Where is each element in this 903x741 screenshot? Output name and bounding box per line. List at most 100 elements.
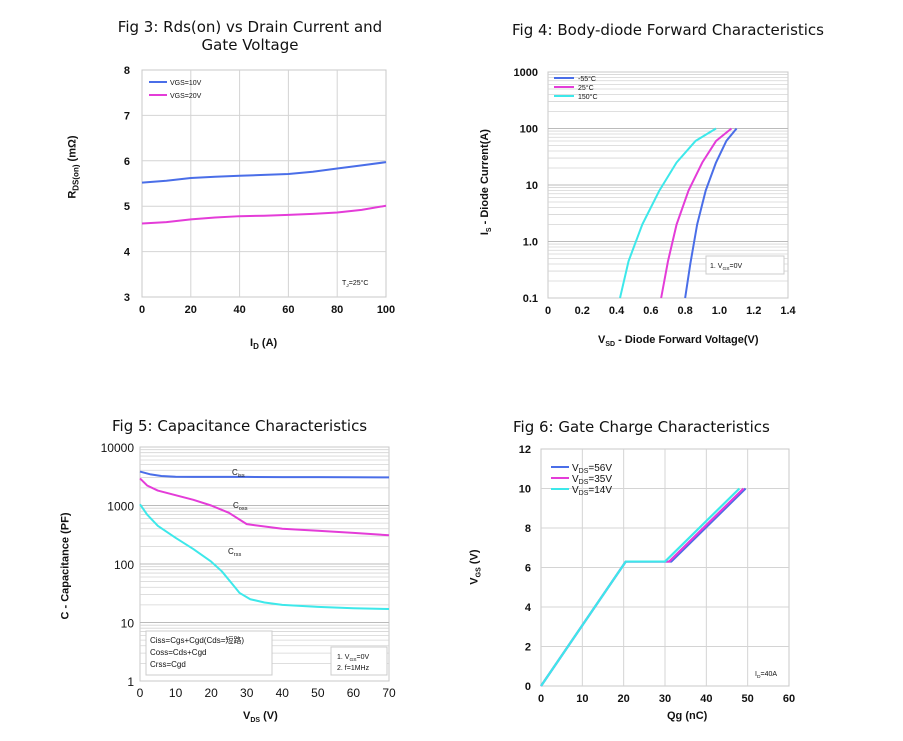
fig5-title: Fig 5: Capacitance Characteristics [112, 417, 368, 435]
fig6-annotation: ID=40A [755, 671, 777, 680]
fig3-ytick-label: 3 [124, 292, 130, 304]
fig4-xtick-label: 1.4 [780, 305, 796, 317]
fig5-xtick-label: 50 [311, 686, 325, 700]
fig6-legend-label: VDS=56V [572, 463, 612, 475]
fig5-xtick-label: 70 [382, 686, 396, 700]
fig3-chart: 0 20 40 60 80 100 3 4 5 6 7 8 VGS=10V VGS=20V TJ=25°C [124, 65, 395, 316]
fig4-legend-label: 150°C [578, 93, 598, 101]
fig5-ytick-label: 1000 [107, 500, 134, 514]
fig5-ytick-label: 1 [127, 675, 134, 689]
fig4-xlabel: VSD - Diode Forward Voltage(V) [598, 334, 759, 349]
fig4-ytick-label: 10 [526, 180, 538, 192]
fig4-xtick-label: 0.8 [677, 305, 692, 317]
fig5-ytick-label: 100 [114, 558, 134, 572]
fig5-ylabel: C - Capacitance (PF) [59, 512, 72, 620]
fig5-curve-label: Coss [233, 501, 248, 512]
fig3-legend-label: VGS=10V [170, 80, 202, 87]
fig4-title: Fig 4: Body-diode Forward Characteristic… [512, 21, 824, 39]
fig5-series-line-ciss [139, 470, 390, 479]
fig5-formula-line: Crss=Cgd [150, 660, 186, 669]
fig3-series-line-vgs10 [141, 161, 387, 184]
fig3-ytick-label: 6 [124, 156, 130, 168]
fig6-title: Fig 6: Gate Charge Characteristics [513, 418, 770, 436]
fig6-legend-label: VDS=14V [572, 485, 612, 497]
fig5-formula-line: Ciss=Cgs+Cgd(Cds=短路) [150, 635, 244, 645]
fig6-xtick-label: 50 [742, 693, 754, 705]
fig3-ytick-label: 4 [124, 247, 131, 259]
fig5-note-line: 2. f=1MHz [337, 665, 370, 672]
fig4-xtick-label: 0 [545, 305, 551, 317]
fig5-formula-line: Coss=Cds+Cgd [150, 648, 206, 657]
fig5-series-line-coss [139, 477, 390, 537]
fig6-ytick-label: 0 [525, 681, 531, 693]
fig4-ytick-label: 1.0 [523, 237, 538, 249]
fig3-xtick-label: 0 [139, 304, 145, 316]
fig6-ytick-label: 6 [525, 563, 531, 575]
fig4-series-line [684, 127, 738, 299]
fig4-xtick-label: 0.2 [575, 305, 590, 317]
fig6-xtick-label: 40 [700, 693, 712, 705]
fig3-series-line-vgs20 [141, 204, 387, 225]
fig4-legend-label: 25°C [578, 84, 594, 92]
fig6-xlabel: Qg (nC) [667, 710, 708, 722]
fig3-ytick-label: 7 [124, 110, 130, 122]
fig6-series-line [540, 487, 741, 687]
fig3-xtick-label: 80 [331, 304, 343, 316]
fig5-ytick-label: 10000 [101, 441, 135, 455]
fig6-xtick-label: 20 [618, 693, 630, 705]
fig5-xtick-label: 60 [347, 686, 361, 700]
fig4-legend-label: -55°C [578, 75, 596, 83]
fig6-xtick-label: 30 [659, 693, 671, 705]
fig5-note-line: 1. VGS=0V [337, 654, 370, 663]
fig6-ytick-label: 4 [525, 602, 532, 614]
fig3-annotation: TJ=25°C [342, 279, 368, 289]
fig3-ylabel: RDS(on) (mΩ) [66, 135, 81, 199]
fig5-ytick-label: 10 [121, 617, 135, 631]
fig4-xtick-label: 1.0 [712, 305, 727, 317]
fig5-xtick-label: 40 [276, 686, 290, 700]
fig3-title-line2: Gate Voltage [201, 36, 299, 54]
fig6-ylabel: VGS (V) [468, 549, 483, 585]
fig5-formula-box [145, 630, 273, 676]
fig6-ytick-label: 10 [519, 484, 531, 496]
fig6-ytick-label: 12 [519, 444, 531, 456]
fig4-ytick-label: 1000 [514, 67, 538, 79]
fig4-annotation-box [705, 255, 785, 275]
fig3-xlabel: ID (A) [250, 337, 278, 352]
fig5-xlabel: VDS (V) [243, 710, 278, 725]
fig5-xtick-label: 30 [240, 686, 254, 700]
fig3-title: Fig 3: Rds(on) vs Drain Current and Gate… [100, 18, 400, 54]
fig5-curve-label: Ciss [232, 468, 245, 479]
fig4-annotation: 1. VGS=0V [710, 263, 743, 272]
fig4-series-line [660, 127, 733, 299]
fig6-chart: 0 10 20 30 40 50 60 0 2 4 6 8 10 12 VDS=56VVDS=35VVDS=… [519, 444, 795, 705]
fig4-series-line [619, 127, 717, 299]
fig6-xtick-label: 60 [783, 693, 795, 705]
fig4-chart: 0 0.2 0.4 0.6 0.8 1.0 1.2 1.4 0.1 1.0 10 100 1000 -55… [514, 67, 797, 317]
fig3-xtick-label: 100 [377, 304, 395, 316]
fig3-xtick-label: 60 [282, 304, 294, 316]
fig3-title-line1: Fig 3: Rds(on) vs Drain Current and [117, 18, 383, 36]
fig4-ytick-label: 0.1 [523, 293, 538, 305]
fig4-xtick-label: 0.6 [643, 305, 658, 317]
fig6-ytick-label: 2 [525, 642, 531, 654]
fig4-ytick-label: 100 [520, 124, 538, 136]
fig4-xtick-label: 0.4 [609, 305, 625, 317]
fig4-xtick-label: 1.2 [746, 305, 761, 317]
fig5-chart: 0 10 20 30 40 50 60 70 1 10 100 1000 10000 Ciss Coss Cr… [101, 441, 396, 700]
fig5-xtick-label: 0 [137, 686, 144, 700]
fig6-xtick-label: 0 [538, 693, 544, 705]
fig5-curve-label: Crss [228, 547, 241, 558]
fig3-legend-label: VGS=20V [170, 93, 202, 100]
fig3-xtick-label: 40 [233, 304, 245, 316]
fig5-series-line-crss [139, 503, 390, 611]
fig6-xtick-label: 10 [576, 693, 588, 705]
fig3-ytick-label: 5 [124, 201, 130, 213]
fig4-ylabel: IS - Diode Current(A) [478, 129, 494, 236]
fig6-legend-label: VDS=35V [572, 474, 612, 486]
fig5-xtick-label: 10 [169, 686, 183, 700]
fig5-note-box [330, 646, 388, 676]
fig3-xtick-label: 20 [185, 304, 197, 316]
fig3-ytick-label: 8 [124, 65, 130, 77]
fig5-xtick-label: 20 [204, 686, 218, 700]
